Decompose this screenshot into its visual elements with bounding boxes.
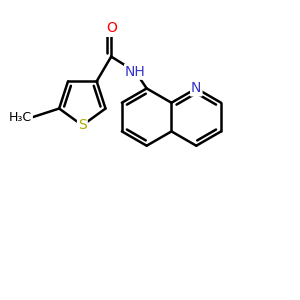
Text: N: N — [191, 81, 202, 95]
Text: H₃C: H₃C — [9, 111, 32, 124]
Text: O: O — [106, 21, 117, 35]
Text: S: S — [78, 118, 87, 132]
Text: NH: NH — [125, 65, 146, 79]
